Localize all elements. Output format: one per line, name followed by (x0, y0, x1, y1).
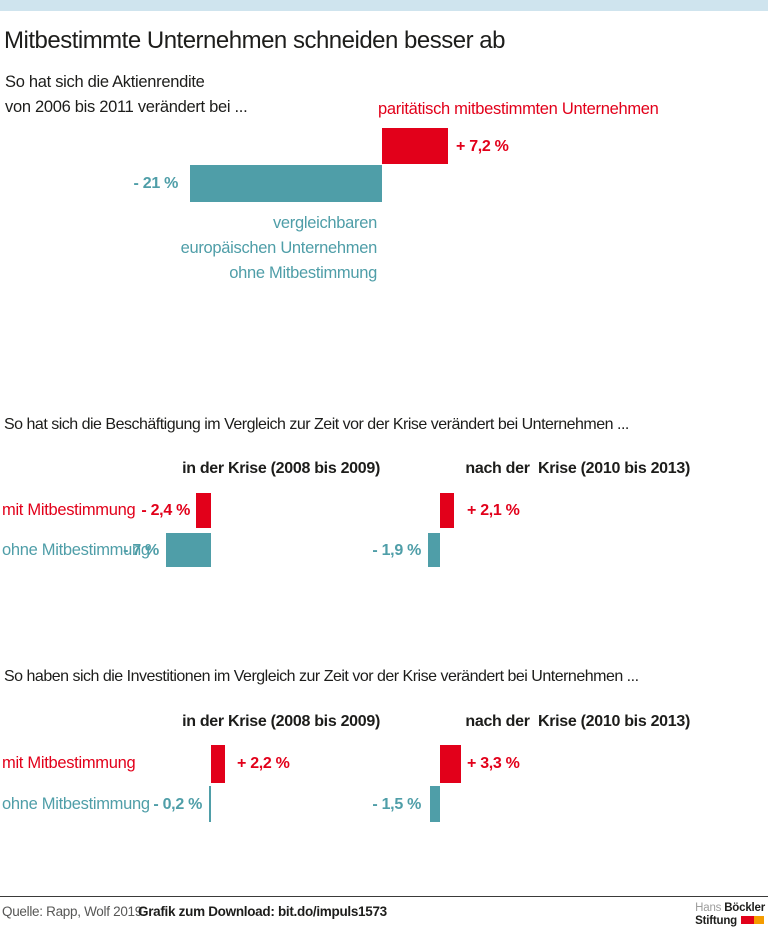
value-investitionen-ohne-krise: - 0,2 % (153, 796, 202, 813)
bar-beschaeftigung-mit-nach (440, 493, 454, 528)
bar-beschaeftigung-mit-krise (195, 493, 211, 528)
value-aktienrendite-mitbestimmt: + 7,2 % (456, 138, 509, 155)
logo-boeckler: Böckler (724, 902, 765, 914)
beschaeftigung-col-krise: in der Krise (2008 bis 2009) (182, 460, 380, 477)
logo-mark-red-icon (741, 916, 754, 924)
bar-beschaeftigung-ohne-nach (427, 533, 440, 567)
value-investitionen-mit-krise: + 2,2 % (237, 755, 290, 772)
logo-hans: Hans (695, 902, 722, 914)
logo-mark-icon (741, 915, 764, 928)
label-ohne-line3: ohne Mitbestimmung (229, 264, 377, 282)
bar-beschaeftigung-ohne-krise (166, 533, 211, 567)
label-paritaetisch-mitbestimmt: paritätisch mitbestimmten Unternehmen (378, 100, 659, 118)
aktienrendite-intro-line1: So hat sich die Aktienrendite (5, 73, 205, 91)
bar-investitionen-ohne-nach (430, 786, 440, 822)
label-vergleichbare-unternehmen: vergleichbaren europäischen Unternehmen … (180, 211, 378, 286)
beschaeftigung-row-mit: mit Mitbestimmung (2, 501, 136, 519)
beschaeftigung-row-ohne: ohne Mitbestimmung (2, 541, 150, 559)
logo-mark-orange-icon (754, 916, 764, 924)
investitionen-heading: So haben sich die Investitionen im Vergl… (4, 668, 639, 685)
top-accent-bar (0, 0, 768, 11)
hans-boeckler-logo: Hans Böckler Stiftung (695, 902, 765, 928)
bar-investitionen-ohne-krise (209, 786, 211, 822)
download-text: Grafik zum Download: bit.do/impuls1573 (138, 904, 387, 919)
beschaeftigung-heading: So hat sich die Beschäftigung im Verglei… (4, 416, 629, 433)
label-ohne-line2: europäischen Unternehmen (180, 239, 378, 257)
logo-stiftung: Stiftung (695, 915, 737, 927)
bar-aktienrendite-mitbestimmt (382, 128, 448, 164)
value-beschaeftigung-ohne-krise: - 7 % (123, 542, 159, 559)
bar-investitionen-mit-nach (440, 745, 462, 783)
logo-line2: Stiftung (695, 915, 765, 928)
bar-aktienrendite-ohne (190, 165, 382, 202)
value-beschaeftigung-mit-nach: + 2,1 % (467, 502, 520, 519)
page-title: Mitbestimmte Unternehmen schneiden besse… (4, 27, 505, 54)
value-aktienrendite-ohne: - 21 % (133, 175, 179, 192)
bar-investitionen-mit-krise (211, 745, 226, 783)
investitionen-row-ohne: ohne Mitbestimmung (2, 795, 150, 813)
source-text: Quelle: Rapp, Wolf 2019 (2, 904, 142, 919)
aktienrendite-intro-line2: von 2006 bis 2011 verändert bei ... (5, 98, 248, 116)
beschaeftigung-col-nach-krise: nach der Krise (2010 bis 2013) (465, 460, 690, 477)
footer-divider (0, 896, 768, 897)
label-ohne-line1: vergleichbaren (272, 214, 377, 232)
value-investitionen-ohne-nach: - 1,5 % (372, 796, 421, 813)
value-investitionen-mit-nach: + 3,3 % (467, 755, 520, 772)
investitionen-row-mit: mit Mitbestimmung (2, 754, 136, 772)
investitionen-col-krise: in der Krise (2008 bis 2009) (182, 713, 380, 730)
logo-line1: Hans Böckler (695, 902, 765, 915)
investitionen-col-nach-krise: nach der Krise (2010 bis 2013) (465, 713, 690, 730)
value-beschaeftigung-mit-krise: - 2,4 % (141, 502, 190, 519)
value-beschaeftigung-ohne-nach: - 1,9 % (372, 542, 421, 559)
aktienrendite-intro: So hat sich die Aktienrendite von 2006 b… (5, 70, 248, 120)
